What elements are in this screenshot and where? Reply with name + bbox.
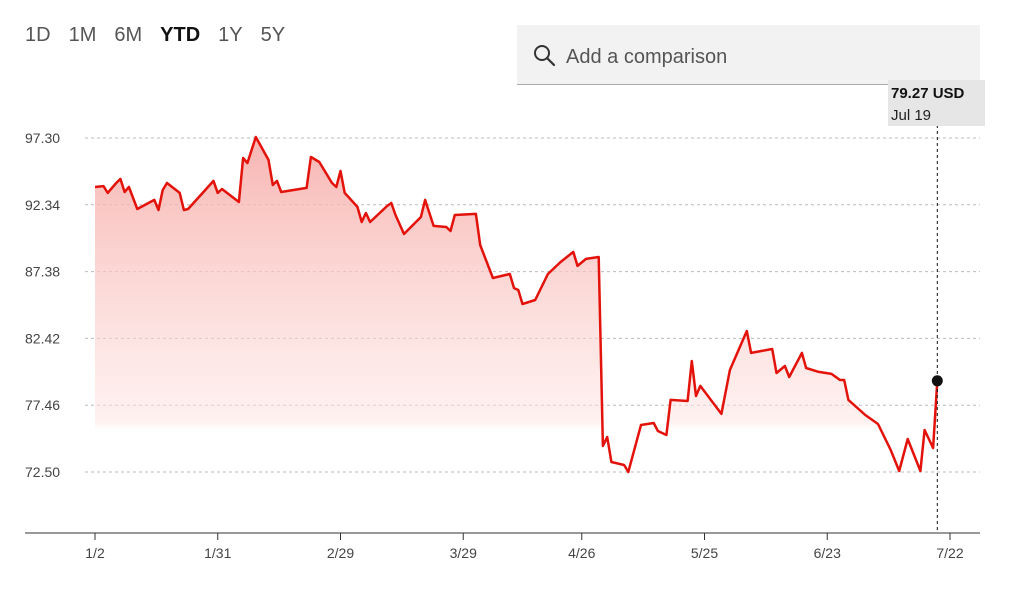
comparison-search[interactable]: Add a comparison [517, 25, 980, 85]
range-tab[interactable]: 5Y [260, 24, 286, 46]
y-tick-label: 92.34 [25, 197, 60, 213]
x-tick-label: 7/22 [936, 545, 963, 561]
range-tab[interactable]: 1Y [218, 24, 243, 46]
y-tick-label: 77.46 [25, 397, 60, 413]
y-tick-label: 87.38 [25, 264, 60, 280]
tooltip-date: Jul 19 [891, 107, 931, 124]
x-tick-label: 1/2 [85, 545, 105, 561]
search-icon [534, 45, 556, 67]
search-placeholder: Add a comparison [566, 46, 728, 68]
range-tabs: 1D 1M 6M YTD 1Y 5Y [25, 24, 285, 47]
range-tab[interactable]: 1M [68, 24, 97, 46]
x-tick-label: 2/29 [327, 545, 354, 561]
tooltip-value: 79.27 USD [891, 85, 965, 102]
area-fill [95, 137, 938, 533]
tooltip-box [888, 80, 985, 126]
x-tick-label: 5/25 [691, 545, 718, 561]
x-tick-label: 1/31 [204, 545, 231, 561]
range-tab[interactable]: 1D [25, 24, 51, 46]
y-tick-label: 82.42 [25, 330, 60, 346]
y-tick-label: 97.30 [25, 130, 60, 146]
x-tick-label: 3/29 [450, 545, 477, 561]
hover-point [931, 375, 943, 387]
price-line [94, 135, 939, 474]
range-tab[interactable]: YTD [160, 24, 201, 46]
x-tick-label: 4/26 [568, 545, 595, 561]
range-tab[interactable]: 6M [114, 24, 143, 46]
x-tick-label: 6/23 [814, 545, 841, 561]
y-tick-label: 72.50 [25, 464, 60, 480]
